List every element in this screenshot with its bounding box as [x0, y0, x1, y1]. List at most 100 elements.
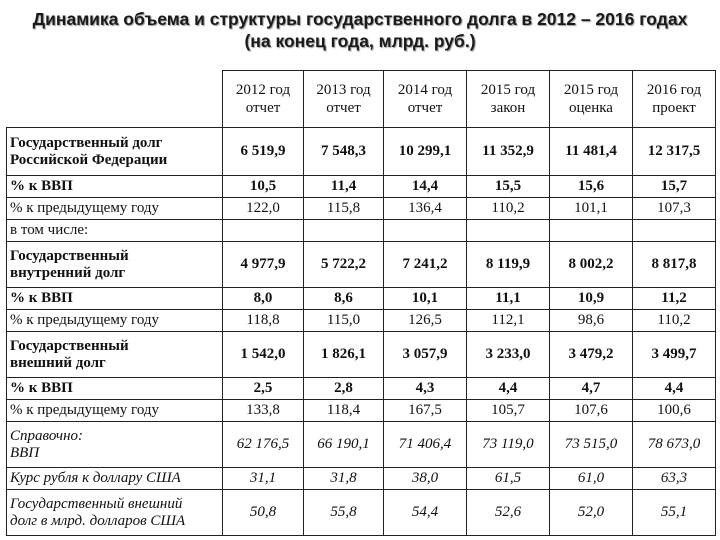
- table-row: % к ВВП 10,5 11,4 14,4 15,5 15,6 15,7: [6, 175, 716, 198]
- row-label: Государственный долг Российской Федерации: [6, 127, 223, 176]
- value-cell: 52,0: [549, 489, 633, 536]
- value-cell: 14,4: [383, 175, 467, 198]
- value-cell: 11,1: [466, 287, 550, 310]
- value-cell: 8,6: [303, 287, 384, 310]
- value-cell: 10 299,1: [383, 127, 467, 176]
- value-cell: 8,0: [222, 287, 304, 310]
- value-cell: 4,4: [466, 377, 550, 400]
- row-label: Государственный внешний долг в млрд. долл…: [6, 489, 223, 536]
- value-cell: 5 722,2: [303, 241, 384, 288]
- value-cell: 3 499,7: [632, 331, 716, 378]
- column-header-2012: 2012 год отчет: [222, 70, 304, 128]
- column-header-2014: 2014 год отчет: [383, 70, 467, 128]
- value-cell: [549, 219, 633, 242]
- table-row: % к предыдущему году 118,8 115,0 126,5 112,1…: [6, 309, 716, 332]
- value-cell: 71 406,4: [383, 421, 467, 468]
- table-row: % к предыдущему году 133,8 118,4 167,5 105,7…: [6, 399, 716, 422]
- table-row: в том числе:: [6, 219, 716, 242]
- table-row: Государственный внешний долг 1 542,0 1 826,…: [6, 331, 716, 378]
- value-cell: 136,4: [383, 197, 467, 220]
- row-label: в том числе:: [6, 219, 223, 242]
- slide-title: Динамика объема и структуры государствен…: [0, 8, 720, 52]
- table-row: % к предыдущему году 122,0 115,8 136,4 110,2…: [6, 197, 716, 220]
- table-header-row: 2012 год отчет 2013 год отчет 2014 год отче…: [6, 70, 716, 128]
- row-label: % к предыдущему году: [6, 197, 223, 220]
- value-cell: 7 548,3: [303, 127, 384, 176]
- value-cell: 11,2: [632, 287, 716, 310]
- value-cell: [466, 219, 550, 242]
- value-cell: 11,4: [303, 175, 384, 198]
- table-body: Государственный долг Российской Федерации…: [6, 127, 716, 536]
- value-cell: 6 519,9: [222, 127, 304, 176]
- value-cell: [383, 219, 467, 242]
- row-label: % к ВВП: [6, 175, 223, 198]
- column-header-2016: 2016 год проект: [632, 70, 716, 128]
- value-cell: 55,8: [303, 489, 384, 536]
- value-cell: 12 317,5: [632, 127, 716, 176]
- value-cell: 7 241,2: [383, 241, 467, 288]
- value-cell: 101,1: [549, 197, 633, 220]
- table-row: Государственный внешний долг в млрд. долл…: [6, 489, 716, 536]
- value-cell: 61,5: [466, 467, 550, 490]
- value-cell: 10,1: [383, 287, 467, 310]
- value-cell: 100,6: [632, 399, 716, 422]
- value-cell: 8 817,8: [632, 241, 716, 288]
- value-cell: 167,5: [383, 399, 467, 422]
- value-cell: 4,3: [383, 377, 467, 400]
- value-cell: 112,1: [466, 309, 550, 332]
- row-label: Государственный внешний долг: [6, 331, 223, 378]
- value-cell: 52,6: [466, 489, 550, 536]
- value-cell: 122,0: [222, 197, 304, 220]
- value-cell: 38,0: [383, 467, 467, 490]
- value-cell: 118,8: [222, 309, 304, 332]
- value-cell: [632, 219, 716, 242]
- value-cell: 73 119,0: [466, 421, 550, 468]
- value-cell: 31,1: [222, 467, 304, 490]
- value-cell: 15,7: [632, 175, 716, 198]
- header-corner-cell: [6, 70, 223, 128]
- value-cell: 10,5: [222, 175, 304, 198]
- value-cell: 107,3: [632, 197, 716, 220]
- value-cell: 11 481,4: [549, 127, 633, 176]
- value-cell: 3 057,9: [383, 331, 467, 378]
- value-cell: [303, 219, 384, 242]
- table-row: Справочно: ВВП 62 176,5 66 190,1 71 406,4 73 …: [6, 421, 716, 468]
- value-cell: 15,6: [549, 175, 633, 198]
- table-row: Государственный долг Российской Федерации…: [6, 127, 716, 176]
- value-cell: 3 233,0: [466, 331, 550, 378]
- value-cell: 54,4: [383, 489, 467, 536]
- value-cell: 78 673,0: [632, 421, 716, 468]
- row-label: % к ВВП: [6, 287, 223, 310]
- value-cell: 118,4: [303, 399, 384, 422]
- value-cell: 31,8: [303, 467, 384, 490]
- value-cell: 115,8: [303, 197, 384, 220]
- row-label: % к ВВП: [6, 377, 223, 400]
- value-cell: 61,0: [549, 467, 633, 490]
- value-cell: 50,8: [222, 489, 304, 536]
- value-cell: 4,4: [632, 377, 716, 400]
- value-cell: 2,5: [222, 377, 304, 400]
- value-cell: 2,8: [303, 377, 384, 400]
- value-cell: 1 826,1: [303, 331, 384, 378]
- value-cell: 4,7: [549, 377, 633, 400]
- value-cell: 66 190,1: [303, 421, 384, 468]
- value-cell: 4 977,9: [222, 241, 304, 288]
- value-cell: 105,7: [466, 399, 550, 422]
- column-header-2013: 2013 год отчет: [303, 70, 384, 128]
- value-cell: 10,9: [549, 287, 633, 310]
- value-cell: 73 515,0: [549, 421, 633, 468]
- value-cell: 115,0: [303, 309, 384, 332]
- value-cell: 8 119,9: [466, 241, 550, 288]
- value-cell: 110,2: [466, 197, 550, 220]
- value-cell: 1 542,0: [222, 331, 304, 378]
- table-row: Курс рубля к доллару США 31,1 31,8 38,0 61,5…: [6, 467, 716, 490]
- value-cell: 15,5: [466, 175, 550, 198]
- value-cell: 8 002,2: [549, 241, 633, 288]
- value-cell: 63,3: [632, 467, 716, 490]
- column-header-2015-estimate: 2015 год оценка: [549, 70, 633, 128]
- value-cell: [222, 219, 304, 242]
- row-label: Курс рубля к доллару США: [6, 467, 223, 490]
- table-row: Государственный внутренний долг 4 977,9 5 7…: [6, 241, 716, 288]
- value-cell: 126,5: [383, 309, 467, 332]
- value-cell: 55,1: [632, 489, 716, 536]
